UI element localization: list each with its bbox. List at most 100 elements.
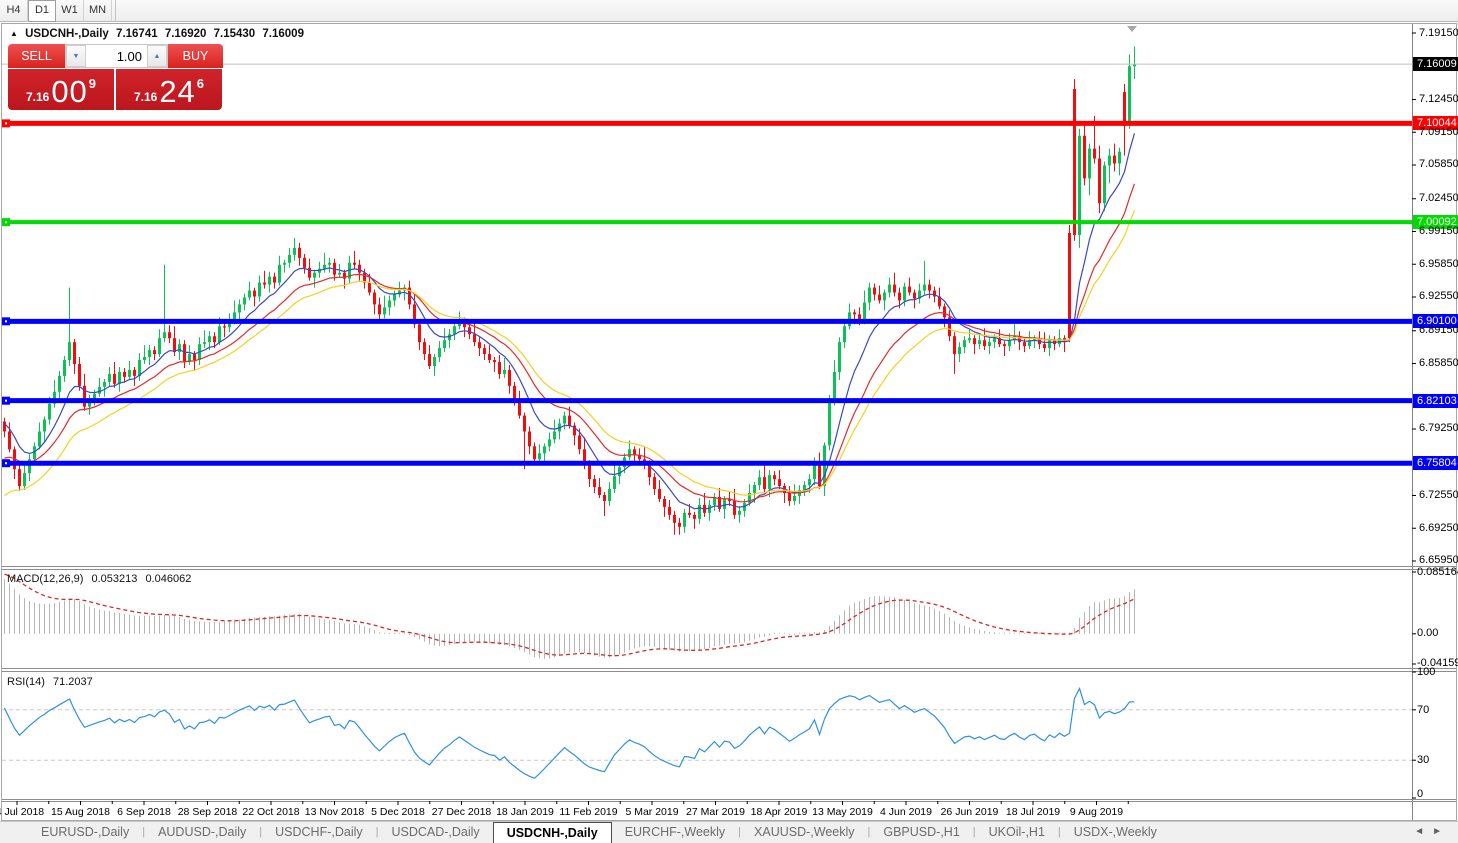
buy-price-box[interactable]: 7.16 24 6	[116, 69, 222, 110]
volume-stepper: ▼ ▲	[65, 44, 168, 68]
date-label: 24 Jul 2018	[0, 806, 45, 818]
tab-separator: |	[867, 826, 871, 838]
date-label: 15 Aug 2018	[51, 806, 110, 818]
price-badge-7.16009: 7.16009	[1413, 57, 1458, 72]
tab-ukoil-h1[interactable]: UKOil-,H1	[988, 825, 1045, 839]
date-label: 27 Mar 2019	[686, 806, 745, 818]
sell-button[interactable]: SELL	[8, 44, 65, 68]
price-badge-7.00092: 7.00092	[1413, 215, 1458, 230]
collapse-arrow-icon[interactable]: ▲	[10, 29, 18, 38]
rsi-value: 71.2037	[52, 676, 93, 688]
ohlc-open: 7.16741	[116, 28, 158, 40]
date-label: 26 Jun 2019	[940, 806, 999, 818]
tab-eurchf-weekly[interactable]: EURCHF-,Weekly	[624, 825, 726, 839]
ohlc-high: 7.16920	[164, 28, 207, 40]
date-label: 4 Jun 2019	[880, 806, 932, 818]
price-tick-label: 7.12450	[1419, 92, 1458, 105]
tab-usdcad-daily[interactable]: USDCAD-,Daily	[391, 825, 480, 839]
ohlc-close: 7.16009	[262, 28, 304, 40]
date-label: 6 Sep 2018	[117, 806, 171, 818]
ohlc-low: 7.15430	[213, 28, 256, 40]
price-tick-label: 6.85850	[1419, 356, 1458, 369]
chart-tab-bar: EURUSD-,Daily | AUDUSD-,Daily | USDCHF-,Dail…	[0, 821, 1458, 843]
date-label: 13 May 2019	[812, 806, 873, 818]
price-tick-label: 6.95850	[1419, 257, 1458, 270]
timeframe-button-d1[interactable]: D1	[28, 0, 56, 22]
rsi-label: RSI(14) 71.2037	[7, 676, 98, 688]
sell-price-main: 00	[51, 74, 88, 109]
date-label: 18 Apr 2019	[750, 806, 808, 818]
toolbar-separator	[112, 0, 116, 22]
date-label: 28 Sep 2018	[177, 806, 238, 818]
tab-usdx-weekly[interactable]: USDX-,Weekly	[1073, 825, 1157, 839]
price-tick-label: 6.79250	[1419, 422, 1458, 435]
tab-scroll-left-icon[interactable]: ◄	[1414, 826, 1433, 837]
chart-title: ▲ USDCNH-,Daily 7.16741 7.16920 7.15430 …	[10, 28, 308, 40]
price-tick-label: 7.02450	[1419, 192, 1458, 205]
tab-usdcnh-daily[interactable]: USDCNH-,Daily	[492, 822, 612, 843]
buy-price-pipette: 6	[196, 76, 205, 91]
timeframe-button-w1[interactable]: W1	[56, 0, 84, 22]
price-tick-label: 6.99150	[1419, 224, 1458, 237]
macd-axis-label: 0.00	[1417, 627, 1439, 640]
tab-scroll-arrows: ◄►	[1414, 826, 1450, 837]
one-click-trading-panel: SELL ▼ ▲ BUY 7.16 00 9 7.16 24 6	[8, 44, 223, 110]
rsi-axis-label: 70	[1417, 703, 1430, 716]
buy-button[interactable]: BUY	[168, 44, 223, 68]
rsi-axis-label: 0	[1417, 788, 1424, 800]
tab-eurusd-daily[interactable]: EURUSD-,Daily	[41, 825, 130, 839]
tab-separator: |	[375, 826, 379, 838]
tab-audusd-daily[interactable]: AUDUSD-,Daily	[158, 825, 247, 839]
volume-decrease-icon[interactable]: ▼	[66, 45, 86, 67]
price-badge-7.10044: 7.10044	[1413, 116, 1458, 131]
macd-name: MACD(12,26,9)	[7, 573, 84, 585]
date-label: 13 Nov 2018	[304, 806, 365, 818]
sell-price-pipette: 9	[88, 76, 97, 91]
rsi-axis-label: 100	[1417, 666, 1436, 678]
chart-shift-marker-icon[interactable]	[1127, 26, 1137, 32]
sell-price-prefix: 7.16	[25, 90, 50, 104]
date-label: 18 Jul 2019	[1005, 806, 1061, 818]
macd-axis-label: -0.04159	[1417, 657, 1458, 670]
macd-signal-value: 0.046062	[145, 573, 192, 585]
tab-separator: |	[972, 826, 976, 838]
volume-increase-icon[interactable]: ▲	[147, 45, 167, 67]
tab-separator: |	[142, 826, 146, 838]
tab-gbpusd-h1[interactable]: GBPUSD-,H1	[883, 825, 960, 839]
date-label: 11 Feb 2019	[559, 806, 618, 818]
tab-separator: |	[738, 826, 742, 838]
price-tick-label: 6.65950	[1419, 554, 1458, 567]
date-label: 22 Oct 2018	[242, 806, 300, 818]
price-badge-6.75804: 6.75804	[1413, 456, 1458, 471]
symbol-name: USDCNH-,Daily	[25, 28, 109, 40]
buy-price-prefix: 7.16	[133, 90, 158, 104]
price-tick-label: 6.69250	[1419, 521, 1458, 534]
macd-label: MACD(12,26,9) 0.053213 0.046062	[7, 573, 196, 585]
sell-price-box[interactable]: 7.16 00 9	[8, 69, 114, 110]
rsi-axis-label: 30	[1417, 754, 1430, 767]
volume-input[interactable]	[86, 45, 147, 67]
timeframe-button-mn[interactable]: MN	[84, 0, 112, 22]
price-tick-label: 7.09150	[1419, 125, 1458, 138]
timeframe-button-h4[interactable]: H4	[0, 0, 28, 22]
price-badge-6.82103: 6.82103	[1413, 393, 1458, 408]
buy-price-main: 24	[159, 74, 196, 109]
tab-separator: |	[259, 826, 263, 838]
timeframe-toolbar: H4 D1 W1 MN	[0, 0, 1458, 22]
tab-usdchf-daily[interactable]: USDCHF-,Daily	[275, 825, 363, 839]
rsi-name: RSI(14)	[7, 676, 45, 688]
tab-scroll-right-icon[interactable]: ►	[1432, 826, 1450, 837]
macd-axis-label: 0.085164	[1417, 565, 1458, 578]
date-label: 5 Mar 2019	[625, 806, 679, 818]
price-tick-label: 7.19150	[1419, 26, 1458, 39]
price-badge-6.90100: 6.90100	[1413, 314, 1458, 329]
date-label: 27 Dec 2018	[431, 806, 492, 818]
date-label: 5 Dec 2018	[371, 806, 425, 818]
macd-value: 0.053213	[91, 573, 138, 585]
date-label: 9 Aug 2019	[1069, 806, 1124, 818]
price-tick-label: 6.89150	[1419, 324, 1458, 337]
price-tick-label: 7.05850	[1419, 158, 1458, 171]
tab-xauusd-weekly[interactable]: XAUUSD-,Weekly	[754, 825, 855, 839]
